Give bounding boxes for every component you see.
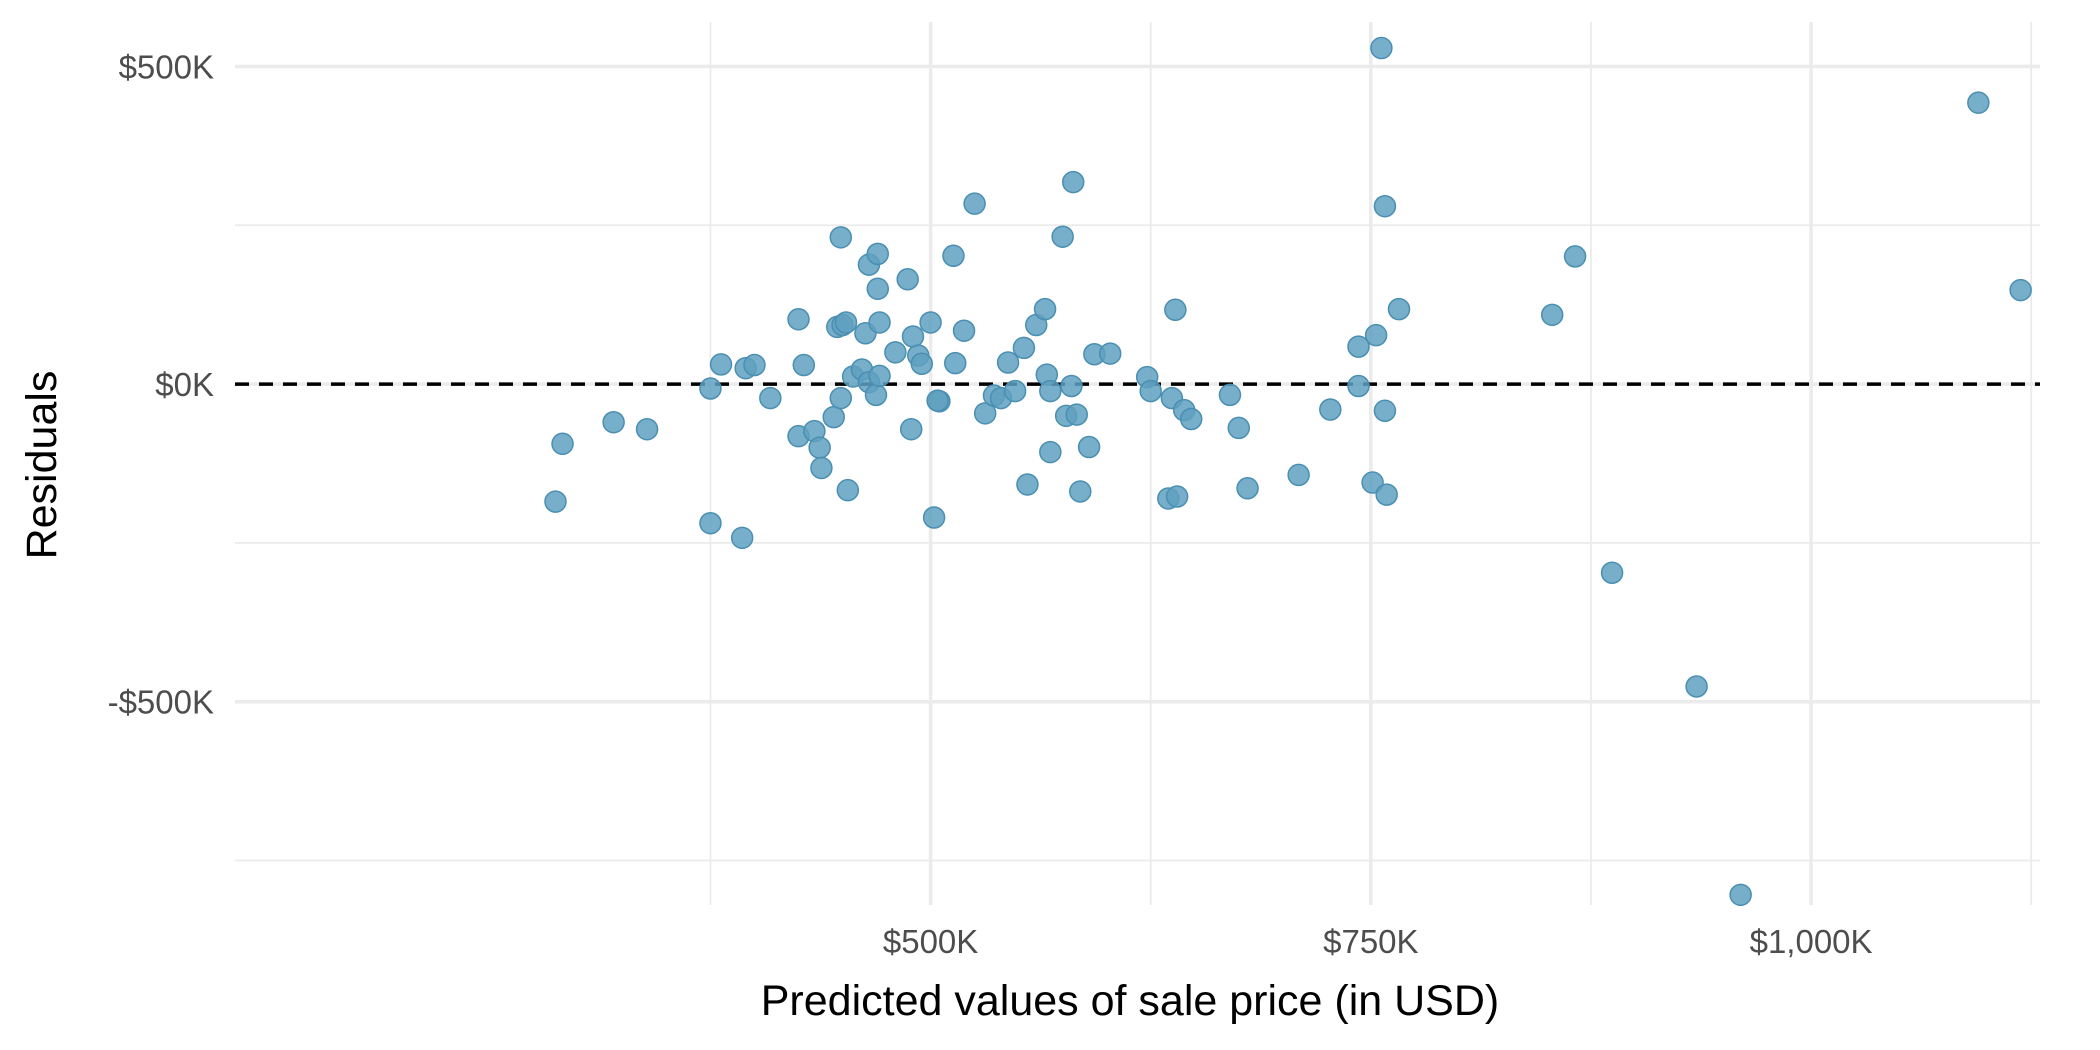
y-tick-label: $500K	[119, 48, 214, 85]
data-point	[836, 478, 860, 502]
data-point	[551, 432, 574, 456]
y-tick-label: $0K	[155, 366, 214, 403]
x-tick-label: $1,000K	[1750, 923, 1873, 960]
data-point	[973, 402, 997, 425]
data-point	[1003, 379, 1027, 403]
data-point	[1069, 480, 1092, 503]
data-point	[1373, 399, 1397, 423]
data-point	[901, 325, 925, 348]
data-point	[1236, 477, 1259, 500]
data-point	[1319, 398, 1342, 421]
data-point	[810, 456, 833, 480]
data-point	[1039, 379, 1062, 403]
data-point	[1364, 323, 1388, 347]
data-point	[926, 389, 949, 412]
data-point	[1373, 194, 1397, 218]
data-point	[963, 192, 986, 215]
data-point	[1051, 225, 1074, 248]
data-point	[1165, 485, 1189, 508]
data-point	[868, 311, 891, 334]
data-point	[1218, 383, 1242, 407]
data-point	[834, 311, 858, 334]
data-point	[1033, 297, 1057, 321]
data-point	[730, 526, 754, 550]
data-point	[1729, 883, 1752, 907]
x-tick-labels: $500K $750K $1,000K	[883, 923, 1873, 960]
y-tick-label: -$500K	[108, 684, 214, 721]
x-tick-label: $750K	[1323, 923, 1418, 960]
data-point	[1347, 374, 1370, 398]
data-point	[864, 383, 888, 407]
data-point	[787, 308, 810, 331]
data-point	[1370, 36, 1393, 60]
data-points	[544, 36, 2032, 907]
data-point	[1012, 336, 1036, 360]
data-point	[1139, 379, 1162, 403]
data-point	[792, 353, 816, 377]
data-point	[1061, 170, 1085, 194]
data-point	[635, 417, 659, 441]
data-point	[1060, 374, 1083, 398]
data-point	[1227, 416, 1251, 440]
minor-gridlines	[235, 22, 2040, 905]
data-point	[1179, 407, 1203, 431]
data-point	[759, 386, 782, 410]
data-point	[866, 277, 890, 301]
data-point	[808, 436, 831, 459]
data-point	[919, 311, 942, 334]
data-point	[1347, 335, 1370, 358]
data-point	[1375, 483, 1398, 506]
data-point	[942, 244, 965, 268]
data-point	[922, 506, 946, 529]
x-axis-title: Predicted values of sale price (in USD)	[761, 977, 1499, 1025]
data-point	[1287, 463, 1310, 487]
data-point	[709, 353, 733, 376]
data-point	[699, 377, 722, 400]
data-point	[1016, 473, 1039, 496]
data-point	[1967, 91, 1990, 114]
data-point	[544, 490, 567, 513]
data-point	[1065, 403, 1088, 426]
data-point	[1563, 245, 1587, 268]
data-point	[910, 352, 934, 376]
data-point	[1164, 298, 1187, 322]
data-point	[1600, 561, 1624, 585]
data-point	[1540, 303, 1564, 327]
y-tick-labels: $500K $0K -$500K	[108, 48, 214, 720]
data-point	[1077, 435, 1101, 459]
data-point	[1098, 342, 1122, 365]
data-point	[943, 351, 967, 375]
data-point	[699, 511, 722, 535]
data-point	[2009, 278, 2032, 302]
data-point	[1039, 440, 1062, 464]
data-point	[1685, 675, 1708, 698]
data-point	[899, 417, 923, 441]
data-point	[866, 242, 890, 266]
data-point	[952, 319, 976, 342]
data-point	[884, 341, 907, 364]
data-point	[996, 351, 1020, 374]
x-tick-label: $500K	[883, 923, 978, 960]
data-point	[822, 405, 845, 429]
data-point	[868, 364, 891, 388]
major-gridlines	[235, 22, 2040, 905]
data-point	[896, 268, 919, 291]
data-point	[743, 353, 766, 377]
data-point	[829, 226, 853, 249]
y-axis-title: Residuals	[18, 371, 66, 560]
data-point	[602, 410, 625, 434]
data-point	[829, 386, 853, 410]
data-point	[1387, 297, 1411, 321]
